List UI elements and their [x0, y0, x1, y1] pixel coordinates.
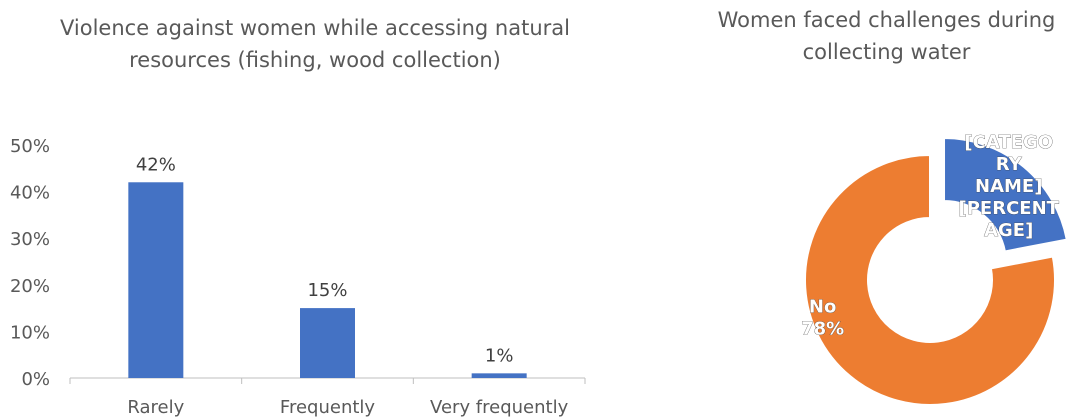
x-category-label: Very frequently — [430, 397, 569, 418]
bar-data-label: 1% — [485, 345, 514, 366]
donut-slice-label: AGE] — [984, 220, 1033, 241]
x-category-label: Rarely — [127, 397, 184, 418]
y-tick-label: 40% — [10, 183, 50, 204]
donut-slice-label: [CATEGO — [964, 132, 1053, 153]
donut-slice-label: No — [809, 297, 836, 318]
y-tick-label: 20% — [10, 276, 50, 297]
x-category-label: Frequently — [280, 397, 375, 418]
donut-chart-title: Women faced challenges during collecting… — [717, 8, 1056, 64]
donut-slice-label: NAME] — [975, 176, 1042, 197]
donut-slice-label: RY — [996, 154, 1023, 175]
donut-slice — [804, 153, 1056, 406]
bar-data-label: 15% — [307, 280, 347, 301]
bar — [471, 373, 527, 378]
y-tick-label: 10% — [10, 322, 50, 343]
bar — [128, 182, 184, 378]
bar-data-label: 42% — [136, 154, 176, 175]
donut-slice-label: [PERCENT — [959, 198, 1060, 219]
bar-chart-title: Violence against women while accessing n… — [60, 16, 570, 72]
donut-slice — [943, 137, 1068, 253]
y-tick-label: 30% — [10, 229, 50, 250]
bar — [300, 308, 355, 378]
y-tick-label: 0% — [21, 369, 50, 390]
y-tick-label: 50% — [10, 136, 50, 157]
donut-slice-label: 78% — [801, 319, 844, 340]
